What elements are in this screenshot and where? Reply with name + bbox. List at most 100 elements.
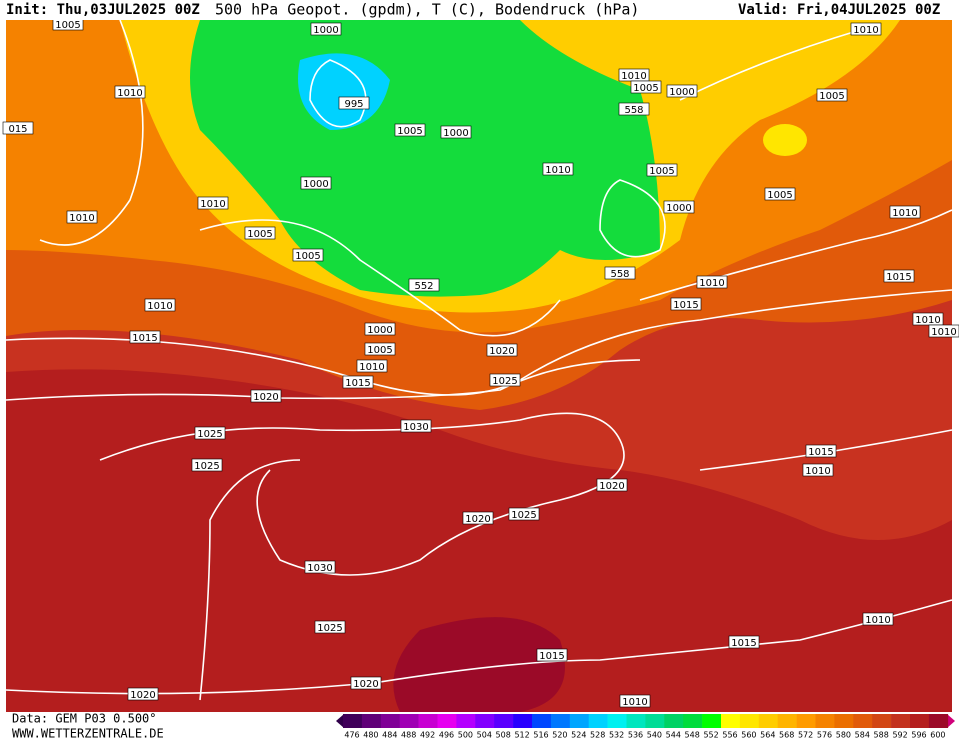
isobar-label-text: 1000 [367,325,392,336]
isobar-label: 1030 [304,560,336,574]
isobar-label-text: 1010 [915,315,940,326]
colorbar-swatch [872,714,892,728]
isobar-line [599,179,666,258]
colorbar-swatch [607,714,627,728]
isobar-label: 1025 [314,620,346,634]
isobar-label-box [508,507,540,521]
site: WWW.WETTERZENTRALE.DE [12,727,164,741]
isobar-line [199,219,561,337]
isobar-label-box [889,205,921,219]
isobar-label-box [314,620,346,634]
isobar-label: 1015 [670,297,702,311]
colorbar-label: 524 [571,731,586,740]
isobar-label-text: 1025 [194,461,219,472]
isobar-label-box [408,278,440,292]
isobar-line [199,459,301,701]
colorbar-label: 532 [609,731,624,740]
isobar-label: 1015 [342,375,374,389]
colorbar-swatch [645,714,665,728]
isobar-label-text: 1015 [345,378,370,389]
isobar-label-box [197,196,229,210]
colorbar-label: 544 [666,731,681,740]
isobar-label-box [310,22,342,36]
colorbar-label: 596 [911,731,926,740]
isobar-label-box [66,210,98,224]
map-title: 500 hPa Geopot. (gpdm), T (C), Bodendruc… [215,1,639,19]
isobar-label-box [364,322,396,336]
colorbar-swatch [588,714,608,728]
colorbar-swatch [361,714,382,728]
isobar-label-box [850,22,882,36]
map-field [6,20,952,712]
isobar-label: 1010 [144,298,176,312]
colorbar-label: 476 [344,731,359,740]
init-time: Init: Thu,03JUL2025 00Z [6,2,200,18]
isobar-label-text: 552 [414,281,433,292]
isobar-label: 1030 [400,419,432,433]
isobar-label-box [542,162,574,176]
colorbar-swatch [910,714,930,728]
colorbar-swatch [664,714,684,728]
isobar-label: 1010 [889,205,921,219]
isobar-label-box [440,125,472,139]
isobar-line [5,359,641,401]
colorbar: 476 480 484 488 492 496 500 504 508 512 516 520 524 5… [336,714,955,740]
isobar-label-text: 1015 [731,638,756,649]
isobar-label-box [764,187,796,201]
colorbar-label: 492 [420,731,435,740]
isobar-label-box [802,463,834,477]
colorbar-swatch [796,714,816,728]
isobar-label-box [144,298,176,312]
colorbar-swatch [494,714,514,728]
isobar-label-text: 1025 [492,376,517,387]
isobar-label-text: 1020 [130,690,155,701]
colorbar-swatch [399,714,419,728]
isobar-label: 1005 [52,17,84,31]
isobar-label: 995 [338,96,370,110]
isobar-label-text: 1000 [669,87,694,98]
colorbar-label: 488 [401,731,416,740]
colorbar-label: 584 [855,731,870,740]
isobar-label-text: 1005 [247,229,272,240]
isobar-label: 1020 [462,511,494,525]
isobar-label: 1005 [764,187,796,201]
isobar-label: 1000 [300,176,332,190]
isobar-label-box [619,694,651,708]
colorbar-swatch [721,714,741,728]
isobar-label-text: 1005 [649,166,674,177]
isobar-label-text: 995 [344,99,363,110]
isobar-label: 1010 [114,85,146,99]
isobar-label: 1025 [489,373,521,387]
isobar-label-text: 1020 [465,514,490,525]
valid-time: Valid: Fri,04JUL2025 00Z [738,2,940,18]
colorbar-label: 480 [363,731,378,740]
isobar-label: 1010 [356,359,388,373]
colorbar-swatch [380,714,400,728]
isobar-label: 1010 [66,210,98,224]
isobar-label: 1010 [542,162,574,176]
isobar-label-box [536,648,568,662]
colorbar-label: 572 [798,731,813,740]
isobar-label-box [486,343,518,357]
isobar-label-text: 1010 [931,327,956,338]
colorbar-label: 496 [439,731,454,740]
isobar-label: 1010 [928,324,959,338]
isobar-label-box [250,389,282,403]
isobar-label-text: 1000 [313,25,338,36]
colorbar-swatch [343,714,363,728]
isobar-label-box [462,511,494,525]
isobar-label-box [728,635,760,649]
isobar-label-box [400,419,432,433]
isobar-label-box [114,85,146,99]
isobar-label-text: 1015 [673,300,698,311]
isobar-line [39,19,144,246]
isobar-label: 1025 [194,426,226,440]
isobar-label: 1010 [802,463,834,477]
isobar-label-text: 1015 [132,333,157,344]
isobar-label-text: 015 [8,124,27,135]
isobar-label-box [816,88,848,102]
isobar-label-text: 1005 [767,190,792,201]
colorbar-label: 540 [647,731,662,740]
isobar-label-box [912,312,944,326]
